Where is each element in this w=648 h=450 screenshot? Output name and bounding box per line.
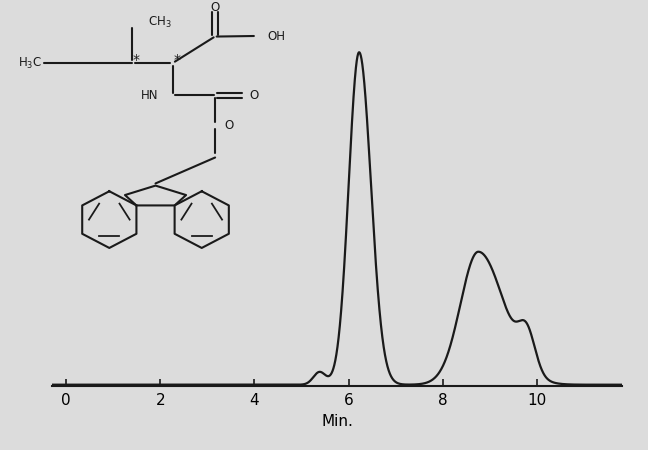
Text: O: O xyxy=(249,89,259,102)
Text: O: O xyxy=(224,119,233,131)
Text: OH: OH xyxy=(267,30,285,42)
Text: CH$_3$: CH$_3$ xyxy=(148,15,172,30)
Text: *: * xyxy=(174,53,181,67)
Text: O: O xyxy=(211,1,220,14)
Text: HN: HN xyxy=(141,89,159,102)
Text: *: * xyxy=(133,53,140,67)
X-axis label: Min.: Min. xyxy=(321,414,353,428)
Text: H$_3$C: H$_3$C xyxy=(18,55,42,71)
